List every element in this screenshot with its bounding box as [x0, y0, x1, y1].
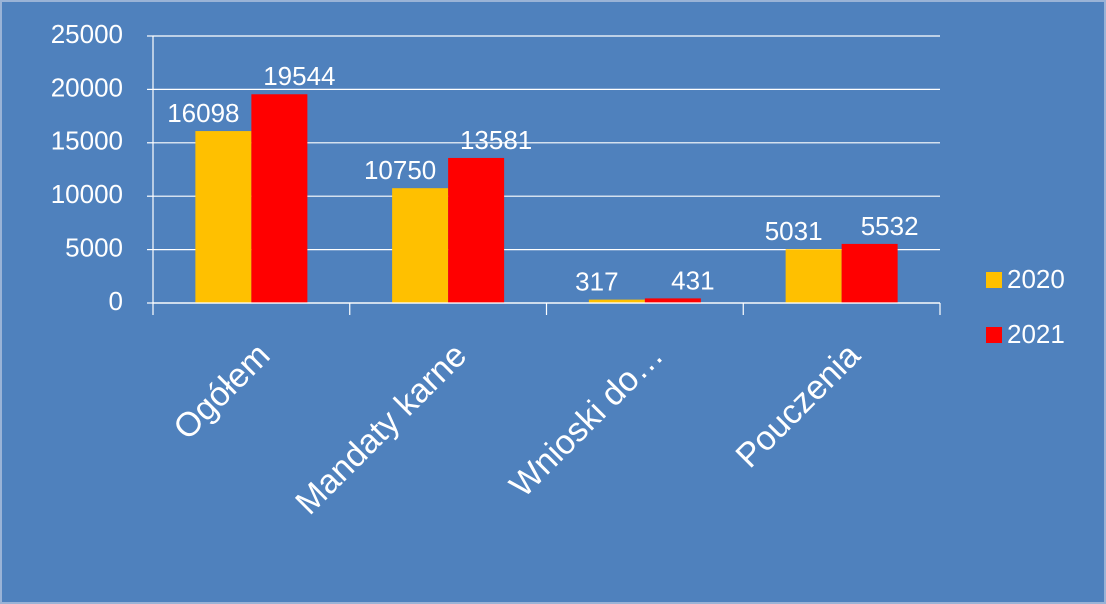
data-label: 5031 [765, 216, 823, 246]
data-label: 10750 [364, 155, 436, 185]
legend-label: 2021 [1007, 319, 1065, 349]
bar [251, 94, 308, 303]
bar [392, 188, 449, 303]
bar [644, 298, 701, 303]
bar [785, 249, 842, 303]
data-label: 317 [575, 266, 618, 296]
legend-swatch [986, 327, 1002, 343]
y-tick-label: 25000 [51, 19, 123, 49]
bar [448, 157, 505, 303]
y-tick-label: 20000 [51, 72, 123, 102]
data-label: 16098 [167, 98, 239, 128]
data-label: 5532 [861, 211, 919, 241]
legend-label: 2020 [1007, 264, 1065, 294]
y-tick-label: 15000 [51, 126, 123, 156]
data-label: 431 [671, 265, 714, 295]
bar [195, 131, 252, 303]
data-label: 13581 [460, 125, 532, 155]
y-tick-label: 5000 [65, 232, 123, 262]
y-tick-label: 0 [109, 286, 123, 316]
data-label: 19544 [263, 61, 335, 91]
y-tick-label: 10000 [51, 179, 123, 209]
bar [588, 299, 645, 303]
bar [841, 243, 898, 303]
legend-swatch [986, 272, 1002, 288]
